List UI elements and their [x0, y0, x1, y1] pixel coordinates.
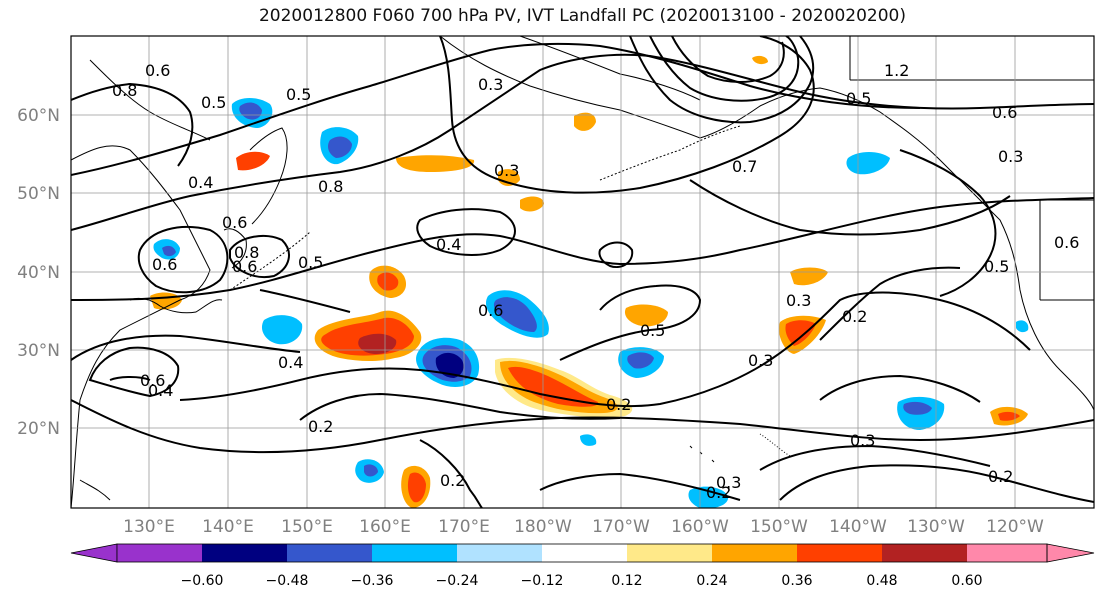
colorbar-bin	[117, 544, 202, 562]
colorbar-tick-label: 0.60	[951, 573, 982, 589]
contour-label: 0.3	[716, 473, 741, 492]
colorbar-tick-label: 0.12	[611, 573, 642, 589]
contour-label: 0.4	[278, 353, 303, 372]
colorbar-left-extend	[70, 543, 118, 563]
lon-label: 130°W	[907, 517, 965, 537]
contour-label: 0.2	[842, 307, 867, 326]
contour-label: 0.6	[145, 61, 170, 80]
contour-label: 0.3	[494, 161, 519, 180]
colorbar-bin	[542, 544, 627, 562]
contour-label: 0.6	[1054, 233, 1079, 252]
contour-label: 0.3	[850, 431, 875, 450]
colorbar-tick-label: 0.24	[696, 573, 727, 589]
lat-label: 60°N	[17, 106, 60, 126]
colorbar-bin	[287, 544, 372, 562]
lon-label: 180°W	[514, 517, 572, 537]
latitude-labels: 60°N 50°N 40°N 30°N 20°N	[17, 106, 60, 439]
contour-label: 0.8	[234, 243, 259, 262]
map-frame	[70, 35, 1095, 509]
colorbar-bin	[882, 544, 967, 562]
contour-label: 0.5	[201, 93, 226, 112]
lat-label: 20°N	[17, 419, 60, 439]
contour-labels: 0.8 0.6 0.5 0.5 0.3 0.4 0.8 0.6 0.6 0.6 …	[112, 61, 1079, 502]
contour-label: 0.8	[318, 177, 343, 196]
contour-label: 0.4	[188, 173, 213, 192]
lon-label: 160°E	[359, 517, 411, 537]
colorbar-bin	[202, 544, 287, 562]
colorbar-tick-label: 0.36	[781, 573, 812, 589]
lon-label: 130°E	[123, 517, 175, 537]
contour-label: 0.3	[478, 75, 503, 94]
contour-label: 0.4	[148, 381, 173, 400]
lat-label: 30°N	[17, 341, 60, 361]
lat-label: 40°N	[17, 263, 60, 283]
colorbar-bin	[797, 544, 882, 562]
lon-label: 160°W	[671, 517, 729, 537]
ivt-contours	[71, 36, 1094, 508]
lon-label: 150°E	[281, 517, 333, 537]
lon-label: 170°W	[592, 517, 650, 537]
contour-label: 0.6	[992, 103, 1017, 122]
lat-label: 50°N	[17, 184, 60, 204]
map-title: 2020012800 F060 700 hPa PV, IVT Landfall…	[258, 6, 906, 26]
contour-label: 0.3	[998, 147, 1023, 166]
contour-label: 0.5	[846, 89, 871, 108]
contour-label: 0.2	[606, 395, 631, 414]
lon-label: 150°W	[750, 517, 808, 537]
contour-label: 0.6	[152, 255, 177, 274]
colorbar-bin	[372, 544, 457, 562]
contour-label: 0.6	[222, 213, 247, 232]
colorbar-tick-label: −0.12	[521, 573, 564, 589]
lon-label: 170°E	[438, 517, 490, 537]
colorbar-ticks: −0.60 −0.48 −0.36 −0.24 −0.12 0.12 0.24 …	[181, 573, 983, 589]
contour-label: 0.2	[308, 417, 333, 436]
colorbar-bin	[627, 544, 712, 562]
colorbar-tick-label: −0.24	[436, 573, 479, 589]
colorbar-bin	[457, 544, 542, 562]
contour-label: 0.3	[748, 351, 773, 370]
contour-label: 0.6	[232, 257, 257, 276]
contour-label: 0.7	[732, 157, 757, 176]
contour-label: 0.6	[478, 301, 503, 320]
map-panel: 0.8 0.6 0.5 0.5 0.3 0.4 0.8 0.6 0.6 0.6 …	[71, 36, 1094, 508]
contour-label: 0.2	[440, 471, 465, 490]
contour-label: 1.2	[884, 61, 909, 80]
colorbar-tick-label: −0.36	[351, 573, 394, 589]
contour-label: 0.5	[984, 257, 1009, 276]
contour-label: 0.6	[140, 371, 165, 390]
colorbar-bin	[712, 544, 797, 562]
contour-label: 0.8	[112, 81, 137, 100]
lon-label: 140°W	[829, 517, 887, 537]
contour-label: 0.5	[286, 85, 311, 104]
longitude-labels: 130°E 140°E 150°E 160°E 170°E 180°W 170°…	[123, 517, 1044, 537]
colorbar-tick-label: 0.48	[866, 573, 897, 589]
contour-label: 0.2	[706, 483, 731, 502]
contour-label: 0.2	[988, 467, 1013, 486]
contour-label: 0.5	[640, 321, 665, 340]
lon-label: 120°W	[986, 517, 1044, 537]
lon-label: 140°E	[202, 517, 254, 537]
contour-label: 0.3	[786, 291, 811, 310]
colorbar-right-extend	[1046, 543, 1095, 563]
colorbar-tick-label: −0.48	[266, 573, 309, 589]
colorbar-bin	[967, 544, 1047, 562]
colorbar: −0.60 −0.48 −0.36 −0.24 −0.12 0.12 0.24 …	[70, 543, 1095, 589]
contour-label: 0.4	[436, 235, 461, 254]
contour-label: 0.5	[298, 253, 323, 272]
colorbar-tick-label: −0.60	[181, 573, 224, 589]
